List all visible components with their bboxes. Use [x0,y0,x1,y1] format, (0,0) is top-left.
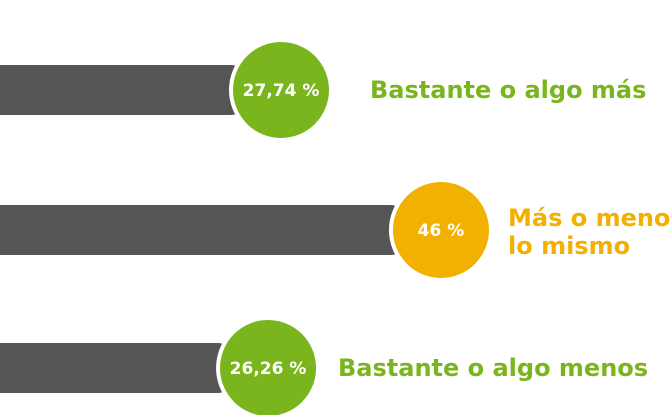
category-label: Más o menos lo mismo [508,204,672,260]
value-badge [216,316,321,415]
bar [0,205,415,255]
category-label: Bastante o algo más [370,76,647,104]
category-label: Bastante o algo menos [338,354,649,382]
bar [0,343,243,393]
value-label: 46 % [418,221,465,241]
bar [0,65,255,115]
value-label: 26,26 % [230,359,307,379]
value-badge [388,178,493,282]
value-label: 27,74 % [243,81,320,101]
value-badge [229,38,334,142]
